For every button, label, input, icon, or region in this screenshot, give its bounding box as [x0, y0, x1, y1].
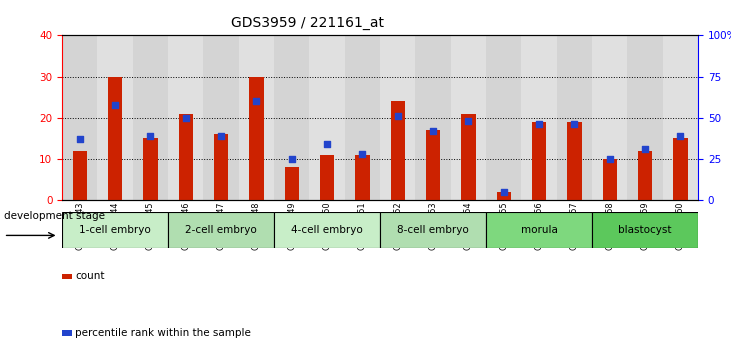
Bar: [355, 155, 369, 200]
Bar: [497, 192, 511, 200]
Point: [110, 102, 121, 107]
Bar: [415, 35, 451, 200]
Point: [427, 128, 439, 134]
Bar: [239, 35, 274, 200]
Bar: [602, 159, 617, 200]
Bar: [168, 35, 203, 200]
Point: [145, 133, 156, 139]
Text: percentile rank within the sample: percentile rank within the sample: [75, 328, 251, 338]
Bar: [133, 35, 168, 200]
Text: GDS3959 / 221161_at: GDS3959 / 221161_at: [230, 16, 384, 30]
Bar: [249, 76, 264, 200]
Point: [74, 136, 86, 142]
Bar: [320, 155, 334, 200]
Bar: [143, 138, 157, 200]
Bar: [274, 35, 309, 200]
Point: [675, 133, 686, 139]
Text: 2-cell embryo: 2-cell embryo: [185, 225, 257, 235]
Bar: [673, 138, 687, 200]
Text: 8-cell embryo: 8-cell embryo: [397, 225, 469, 235]
Point: [533, 121, 545, 127]
Bar: [62, 35, 97, 200]
Bar: [203, 35, 239, 200]
Point: [463, 118, 474, 124]
Bar: [178, 114, 193, 200]
Bar: [73, 151, 87, 200]
Text: blastocyst: blastocyst: [618, 225, 672, 235]
Text: development stage: development stage: [4, 211, 105, 221]
Bar: [461, 114, 476, 200]
Point: [604, 156, 616, 162]
Point: [498, 189, 510, 195]
Point: [286, 156, 298, 162]
Bar: [532, 122, 546, 200]
Bar: [451, 35, 486, 200]
Text: count: count: [75, 271, 105, 281]
Bar: [592, 212, 698, 248]
Point: [180, 115, 192, 120]
Bar: [426, 130, 440, 200]
Bar: [62, 212, 168, 248]
Point: [322, 141, 333, 147]
Bar: [486, 35, 521, 200]
Bar: [97, 35, 133, 200]
Text: morula: morula: [520, 225, 558, 235]
Text: 1-cell embryo: 1-cell embryo: [79, 225, 151, 235]
Bar: [309, 35, 345, 200]
Bar: [274, 212, 380, 248]
Bar: [627, 35, 663, 200]
Point: [215, 133, 227, 139]
Bar: [521, 35, 557, 200]
Bar: [214, 134, 228, 200]
Bar: [108, 76, 122, 200]
Bar: [567, 122, 582, 200]
Point: [392, 113, 404, 119]
Point: [639, 146, 651, 152]
Bar: [345, 35, 380, 200]
Bar: [390, 101, 405, 200]
Bar: [557, 35, 592, 200]
Bar: [486, 212, 592, 248]
Point: [357, 151, 368, 157]
Text: 4-cell embryo: 4-cell embryo: [291, 225, 363, 235]
Bar: [663, 35, 698, 200]
Bar: [284, 167, 299, 200]
Bar: [380, 35, 415, 200]
Bar: [168, 212, 274, 248]
Bar: [380, 212, 486, 248]
Bar: [592, 35, 627, 200]
Point: [569, 121, 580, 127]
Bar: [638, 151, 652, 200]
Point: [251, 98, 262, 104]
